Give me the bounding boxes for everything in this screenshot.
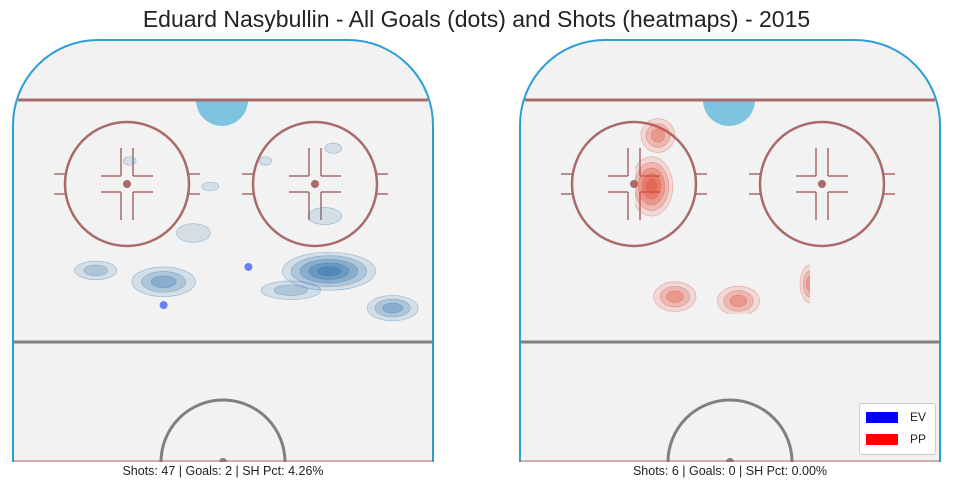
faceoff-dot [818, 180, 826, 188]
density-contour [802, 270, 810, 298]
shot-density-region [716, 285, 760, 314]
density-contour [307, 207, 343, 225]
heatmap-layer [74, 142, 419, 322]
caption-right: Shots: 6 | Goals: 0 | SH Pct: 0.00% [632, 464, 828, 478]
legend-swatch-ev [866, 411, 898, 423]
shot-density-region [282, 251, 376, 291]
heatmap-layer [635, 118, 810, 314]
density-contour [366, 295, 419, 322]
legend-item-pp: PP [866, 432, 926, 446]
density-contour [176, 223, 211, 243]
density-contour [640, 118, 676, 153]
shot-density-region [74, 260, 118, 280]
legend-swatch-pp [866, 433, 898, 445]
rink-right [519, 39, 941, 462]
shot-density-region [640, 118, 676, 153]
shot-density-region [366, 295, 419, 322]
density-contour [282, 251, 376, 291]
goal-dot [244, 262, 253, 271]
shot-density-region [799, 264, 810, 304]
shot-density-region [260, 280, 321, 300]
density-contour [260, 280, 321, 300]
density-contour [299, 259, 359, 284]
center-circle [159, 398, 287, 462]
density-contour [635, 162, 670, 211]
shot-density-region [307, 207, 343, 225]
density-contour [716, 285, 760, 314]
density-contour [799, 264, 810, 304]
goal-crease [196, 100, 248, 126]
faceoff-ring [758, 120, 886, 248]
rink-left [12, 39, 434, 462]
density-contour [273, 284, 308, 296]
density-contour [659, 285, 690, 308]
faceoff-circle-left [561, 120, 707, 248]
goal-crease [703, 100, 755, 126]
density-contour [123, 156, 137, 166]
legend-label-ev: EV [910, 410, 927, 424]
faceoff-circle-left [54, 120, 200, 248]
legend-item-ev: EV [866, 410, 926, 424]
faceoff-circle-right [242, 120, 388, 248]
density-contour [723, 290, 754, 312]
boards [519, 39, 941, 462]
shot-density-region [635, 156, 674, 217]
shot-density-region [258, 156, 273, 166]
density-contour [646, 178, 658, 194]
center-circle [666, 398, 794, 462]
faceoff-ring [570, 120, 698, 248]
density-contour [150, 275, 177, 288]
shot-density-region [324, 142, 343, 154]
density-contour [645, 123, 671, 148]
density-contour [382, 302, 403, 314]
faceoff-dot [123, 180, 131, 188]
density-contour [258, 156, 273, 166]
legend-label-pp: PP [910, 432, 927, 446]
chart-title: Eduard Nasybullin - All Goals (dots) and… [142, 6, 811, 32]
shot-density-region [653, 281, 697, 312]
density-contour [638, 167, 666, 206]
legend: EV PP [859, 403, 936, 455]
density-contour [806, 276, 810, 292]
shot-density-region [176, 223, 211, 243]
density-contour [131, 266, 196, 297]
density-contour [141, 271, 187, 293]
faceoff-ring [251, 120, 379, 248]
rink-surface [520, 40, 940, 462]
density-contour [642, 173, 662, 200]
goal-dot [159, 301, 168, 310]
density-contour [74, 260, 118, 280]
shot-density-region [201, 181, 220, 191]
density-contour [653, 281, 697, 312]
density-contour [729, 294, 748, 308]
faceoff-dot [311, 180, 319, 188]
shot-density-region [131, 266, 196, 297]
density-contour [666, 290, 684, 303]
density-contour [201, 181, 220, 191]
faceoff-ring [63, 120, 191, 248]
shot-density-region [123, 156, 137, 166]
faceoff-circle-right [749, 120, 895, 248]
faceoff-dot [630, 180, 638, 188]
density-contour [374, 298, 411, 318]
density-contour [290, 255, 368, 287]
density-contour [308, 262, 350, 280]
density-contour [650, 128, 665, 143]
boards [12, 39, 434, 462]
rink-surface [13, 40, 433, 462]
density-contour [83, 264, 109, 276]
density-contour [317, 266, 341, 277]
density-contour [324, 142, 343, 154]
caption-left: Shots: 47 | Goals: 2 | SH Pct: 4.26% [122, 464, 324, 478]
density-contour [635, 156, 674, 217]
